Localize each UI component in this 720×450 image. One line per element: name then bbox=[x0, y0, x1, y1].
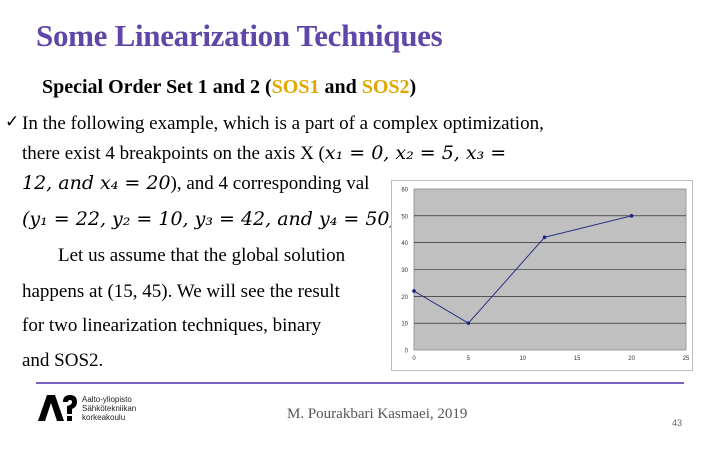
logo-line: Sähkötekniikan bbox=[82, 404, 137, 413]
subtitle-text: Special Order Set 1 and 2 ( bbox=[42, 76, 272, 98]
logo-line: Aalto-yliopisto bbox=[82, 395, 132, 404]
x-tick-label: 20 bbox=[628, 356, 635, 362]
y-tick-label: 50 bbox=[401, 214, 408, 220]
body-line-3: 12, and x₄ = 20), and 4 corresponding va… bbox=[22, 172, 370, 194]
subtitle-close: ) bbox=[409, 76, 417, 98]
y-tick-label: 0 bbox=[405, 349, 409, 355]
sos2-label: SOS2 bbox=[361, 76, 410, 98]
body-line-5: Let us assume that the global solution bbox=[58, 245, 346, 266]
chart-container: 0 10 20 30 40 50 60 0 5 10 15 20 25 bbox=[391, 180, 693, 371]
body-line-2: there exist 4 breakpoints on the axis X … bbox=[22, 142, 507, 164]
y-tick-label: 30 bbox=[401, 268, 408, 274]
body-line-1: In the following example, which is a par… bbox=[22, 113, 544, 134]
y-tick-label: 10 bbox=[401, 322, 408, 328]
x-tick-label: 15 bbox=[574, 356, 581, 362]
body-line-6: happens at (15, 45). We will see the res… bbox=[22, 281, 340, 302]
body-line-7: for two linearization techniques, binary bbox=[22, 315, 322, 336]
logo-line: korkeakoulu bbox=[82, 413, 126, 422]
data-point bbox=[466, 321, 471, 325]
y-tick-label: 20 bbox=[401, 295, 408, 301]
math-text: 12, and x₄ = 20 bbox=[22, 172, 171, 194]
body-text: there exist 4 breakpoints on the axis X … bbox=[22, 143, 325, 164]
slide-subtitle: Special Order Set 1 and 2 (SOS1 and SOS2… bbox=[42, 76, 416, 99]
math-text: (y₁ = 22, y₂ = 10, y₃ = 42, and y₄ = 50)… bbox=[22, 208, 403, 230]
math-text: x₁ = 0, x₂ = 5, x₃ = bbox=[324, 142, 507, 164]
checkmark-icon: ✓ bbox=[5, 112, 20, 132]
subtitle-and: and bbox=[319, 76, 362, 98]
line-chart: 0 10 20 30 40 50 60 0 5 10 15 20 25 bbox=[401, 188, 690, 363]
y-tick-label: 40 bbox=[401, 241, 408, 247]
footer-author: M. Pourakbari Kasmaei, 2019 bbox=[287, 406, 468, 422]
data-point bbox=[412, 289, 416, 293]
body-text: ), and 4 corresponding val bbox=[170, 173, 370, 194]
body-line-8: and SOS2. bbox=[22, 350, 104, 371]
x-tick-label: 0 bbox=[412, 356, 416, 362]
body-line-4: (y₁ = 22, y₂ = 10, y₃ = 42, and y₄ = 50)… bbox=[22, 210, 403, 229]
series-line bbox=[413, 215, 632, 324]
footer-divider bbox=[36, 382, 684, 384]
x-tick-label: 25 bbox=[683, 356, 690, 362]
page-number: 43 bbox=[672, 418, 683, 428]
logo-text: Aalto-yliopisto Sähkötekniikan korkeakou… bbox=[82, 395, 136, 422]
y-tick-label: 60 bbox=[401, 188, 408, 194]
data-point bbox=[542, 235, 547, 240]
data-point bbox=[629, 214, 634, 218]
sos1-label: SOS1 bbox=[271, 76, 320, 98]
aalto-logo bbox=[38, 395, 77, 421]
x-tick-label: 10 bbox=[519, 356, 526, 362]
slide-title: Some Linearization Techniques bbox=[36, 18, 443, 53]
x-tick-label: 5 bbox=[467, 356, 471, 362]
